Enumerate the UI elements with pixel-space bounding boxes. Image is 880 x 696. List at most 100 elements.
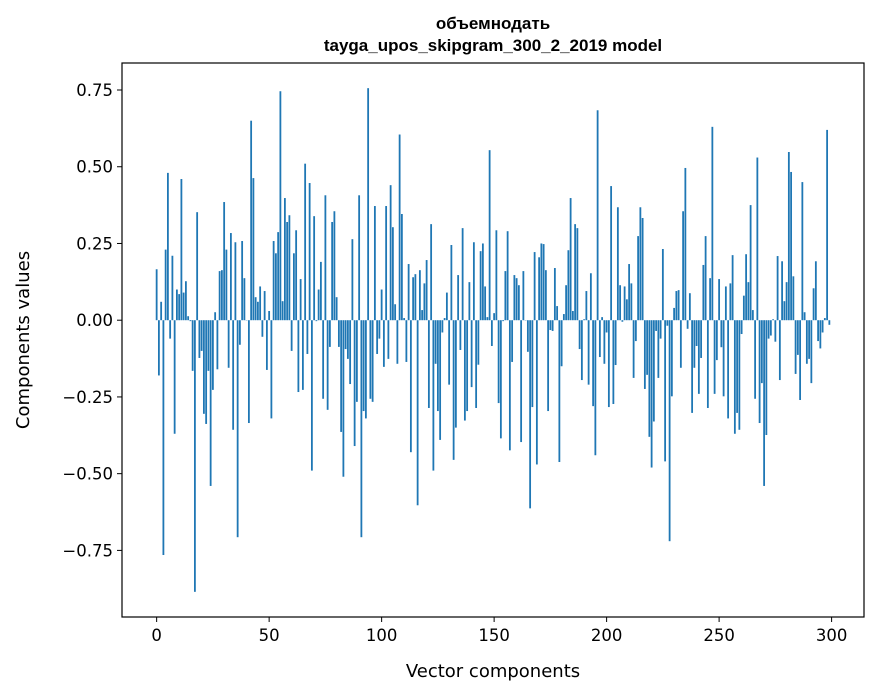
bar-22 xyxy=(205,320,208,424)
bar-294 xyxy=(817,320,820,342)
bar-56 xyxy=(281,301,284,321)
bar-37 xyxy=(238,320,241,345)
bar-105 xyxy=(391,227,394,321)
bar-199 xyxy=(603,320,606,364)
bar-218 xyxy=(646,320,649,375)
bar-161 xyxy=(517,285,520,321)
bar-81 xyxy=(337,320,340,347)
bar-249 xyxy=(715,320,718,361)
bar-225 xyxy=(661,248,664,321)
bar-49 xyxy=(265,320,268,370)
bar-103 xyxy=(387,320,390,359)
bar-34 xyxy=(232,320,235,430)
bar-154 xyxy=(502,320,505,322)
bar-57 xyxy=(283,198,286,321)
y-tick-label: 0.00 xyxy=(76,311,113,330)
bar-163 xyxy=(522,271,525,321)
bar-233 xyxy=(679,320,682,368)
bar-98 xyxy=(376,320,379,354)
bar-127 xyxy=(441,320,444,333)
bar-118 xyxy=(421,310,424,321)
bar-50 xyxy=(268,310,271,321)
bar-9 xyxy=(175,289,178,321)
bar-260 xyxy=(740,320,743,335)
bar-179 xyxy=(558,320,561,463)
x-tick-label: 200 xyxy=(591,626,623,645)
bar-116 xyxy=(416,320,419,506)
bar-195 xyxy=(594,320,597,456)
y-axis-label: Components values xyxy=(13,251,34,429)
bar-259 xyxy=(738,320,741,430)
bar-255 xyxy=(729,283,732,321)
bar-53 xyxy=(274,253,277,321)
bar-279 xyxy=(783,301,786,321)
bar-198 xyxy=(601,317,604,321)
bar-10 xyxy=(178,294,181,321)
bar-45 xyxy=(256,301,259,321)
bar-29 xyxy=(220,270,223,321)
bar-27 xyxy=(216,320,219,370)
bar-146 xyxy=(484,286,487,321)
bar-121 xyxy=(427,320,430,408)
bar-205 xyxy=(616,207,619,321)
bar-230 xyxy=(673,307,676,321)
bar-24 xyxy=(209,320,212,486)
bar-67 xyxy=(306,320,309,354)
bar-181 xyxy=(562,314,565,321)
bar-138 xyxy=(466,320,469,412)
bar-228 xyxy=(668,320,671,542)
x-tick-label: 300 xyxy=(816,626,848,645)
bar-227 xyxy=(666,320,669,326)
bar-299 xyxy=(828,320,831,325)
bar-165 xyxy=(526,320,529,352)
bar-14 xyxy=(187,316,190,321)
y-tick-label: 0.25 xyxy=(76,234,113,253)
bar-59 xyxy=(288,215,291,321)
bar-28 xyxy=(218,271,221,321)
bar-18 xyxy=(196,212,199,321)
bar-87 xyxy=(351,239,354,321)
bar-272 xyxy=(767,320,770,339)
y-tick-label: 0.50 xyxy=(76,158,113,177)
bar-288 xyxy=(803,312,806,321)
bar-145 xyxy=(481,243,484,321)
bar-137 xyxy=(463,320,466,421)
bar-251 xyxy=(720,320,723,348)
bar-261 xyxy=(742,295,745,321)
bar-1 xyxy=(157,320,160,376)
bar-224 xyxy=(659,320,662,339)
x-tick-label: 0 xyxy=(151,626,162,645)
bar-91 xyxy=(360,320,363,538)
bar-222 xyxy=(655,320,658,331)
bar-97 xyxy=(373,206,376,321)
x-axis: 0 50 100 150 200 250 300 xyxy=(151,617,847,645)
bar-73 xyxy=(319,261,322,321)
bar-297 xyxy=(823,318,826,321)
bar-295 xyxy=(819,320,822,349)
bar-194 xyxy=(592,320,595,407)
bar-144 xyxy=(479,251,482,321)
bar-250 xyxy=(718,279,721,321)
bar-177 xyxy=(553,268,556,321)
bar-287 xyxy=(801,182,804,321)
bar-112 xyxy=(407,264,410,321)
bar-35 xyxy=(234,242,237,321)
bar-6 xyxy=(169,320,172,339)
bar-293 xyxy=(814,261,817,321)
bar-52 xyxy=(272,241,275,321)
bar-192 xyxy=(587,320,590,385)
bar-128 xyxy=(443,318,446,321)
bar-273 xyxy=(769,320,772,336)
bar-43 xyxy=(252,178,255,321)
bar-242 xyxy=(700,320,703,358)
bar-109 xyxy=(400,214,403,321)
bar-108 xyxy=(398,134,401,321)
bar-290 xyxy=(808,320,811,359)
bar-277 xyxy=(778,320,781,381)
bar-166 xyxy=(529,320,532,509)
bar-226 xyxy=(664,320,667,462)
y-tick-label: −0.25 xyxy=(62,388,113,407)
bar-74 xyxy=(322,320,325,399)
bar-51 xyxy=(270,320,273,419)
bar-63 xyxy=(297,320,300,393)
